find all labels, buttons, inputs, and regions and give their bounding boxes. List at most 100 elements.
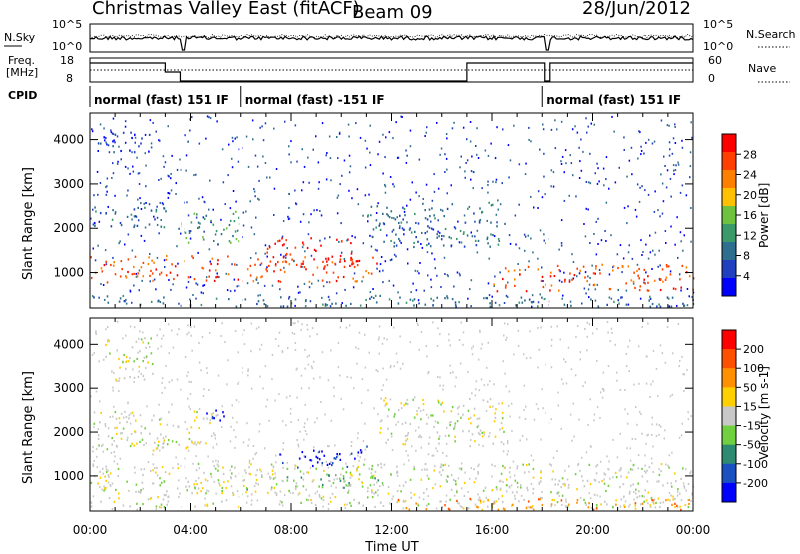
heatmap-cell: [569, 413, 572, 416]
heatmap-cell: [160, 417, 162, 420]
heatmap-cell: [633, 383, 635, 386]
heatmap-cell: [557, 491, 560, 494]
heatmap-cell: [542, 280, 544, 282]
heatmap-cell: [591, 264, 593, 267]
heatmap-cell: [490, 142, 492, 145]
heatmap-cell: [143, 356, 146, 359]
heatmap-cell: [434, 217, 436, 220]
heatmap-cell: [476, 505, 478, 508]
heatmap-cell: [312, 464, 314, 468]
heatmap-cell: [440, 474, 442, 476]
heatmap-cell: [538, 482, 541, 485]
heatmap-cell: [615, 503, 617, 506]
heatmap-cell: [542, 123, 544, 126]
heatmap-cell: [517, 345, 520, 348]
heatmap-cell: [399, 335, 401, 338]
data-gap: [545, 113, 549, 308]
colorbar-tick-label: 24: [743, 169, 757, 182]
heatmap-cell: [599, 460, 602, 463]
heatmap-cell: [311, 327, 314, 330]
heatmap-cell: [381, 342, 384, 345]
heatmap-cell: [119, 297, 122, 300]
heatmap-cell: [113, 500, 116, 503]
heatmap-cell: [388, 131, 391, 134]
heatmap-cell: [469, 497, 472, 500]
heatmap-cell: [256, 302, 258, 306]
heatmap-cell: [399, 225, 401, 228]
heatmap-cell: [386, 213, 388, 216]
heatmap-cell: [661, 212, 664, 215]
heatmap-cell: [444, 297, 446, 300]
heatmap-cell: [178, 328, 180, 331]
heatmap-cell: [257, 197, 259, 200]
heatmap-cell: [264, 244, 267, 247]
heatmap-cell: [266, 176, 268, 179]
heatmap-cell: [582, 479, 584, 482]
heatmap-cell: [105, 468, 108, 471]
heatmap-cell: [107, 427, 110, 430]
heatmap-cell: [461, 487, 463, 490]
heatmap-cell: [114, 273, 117, 276]
heatmap-cell: [365, 270, 367, 273]
heatmap-cell: [330, 460, 332, 463]
heatmap-cell: [505, 294, 508, 297]
heatmap-cell: [93, 352, 95, 355]
heatmap-cell: [386, 234, 388, 237]
heatmap-cell: [374, 477, 376, 480]
heatmap-cell: [423, 289, 425, 292]
heatmap-cell: [280, 253, 282, 256]
heatmap-cell: [585, 503, 587, 506]
heatmap-cell: [176, 487, 179, 490]
heatmap-cell: [92, 247, 94, 250]
heatmap-cell: [586, 321, 589, 324]
heatmap-cell: [130, 433, 133, 435]
heatmap-cell: [233, 220, 236, 223]
heatmap-cell: [630, 146, 633, 149]
heatmap-cell: [227, 273, 230, 276]
heatmap-cell: [120, 224, 123, 227]
heatmap-cell: [115, 378, 117, 381]
heatmap-cell: [190, 326, 192, 329]
heatmap-cell: [667, 297, 670, 300]
heatmap-cell: [622, 257, 625, 260]
heatmap-cell: [463, 214, 466, 217]
heatmap-cell: [193, 278, 196, 281]
heatmap-cell: [123, 377, 126, 380]
heatmap-cell: [595, 265, 597, 268]
heatmap-cell: [537, 268, 540, 271]
heatmap-cell: [473, 468, 475, 471]
heatmap-cell: [229, 469, 231, 472]
colorbar-tick-label: 12: [743, 229, 757, 242]
heatmap-cell: [624, 408, 626, 411]
heatmap-cell: [584, 235, 587, 238]
y-tick-label: 3000: [53, 177, 84, 191]
heatmap-cell: [543, 152, 545, 155]
heatmap-cell: [185, 154, 188, 157]
heatmap-cell: [374, 505, 376, 509]
heatmap-cell: [118, 497, 120, 500]
heatmap-cell: [495, 500, 498, 503]
heatmap-cell: [380, 427, 382, 430]
heatmap-cell: [237, 351, 240, 354]
heatmap-cell: [232, 140, 234, 143]
heatmap-cell: [206, 412, 208, 415]
heatmap-cell: [305, 488, 307, 491]
heatmap-cell: [668, 466, 670, 469]
heatmap-cell: [576, 488, 578, 491]
heatmap-cell: [153, 261, 155, 264]
heatmap-cell: [635, 488, 637, 491]
heatmap-cell: [99, 476, 102, 479]
heatmap-cell: [289, 412, 292, 415]
heatmap-cell: [524, 235, 527, 238]
heatmap-cell: [470, 231, 472, 234]
heatmap-cell: [457, 220, 459, 223]
heatmap-cell: [578, 177, 581, 179]
heatmap-cell: [100, 142, 102, 145]
heatmap-cell: [262, 155, 264, 158]
heatmap-cell: [618, 166, 620, 169]
heatmap-cell: [255, 451, 258, 454]
heatmap-cell: [355, 260, 358, 263]
heatmap-cell: [348, 482, 350, 485]
heatmap-cell: [185, 169, 187, 172]
heatmap-cell: [95, 390, 98, 393]
